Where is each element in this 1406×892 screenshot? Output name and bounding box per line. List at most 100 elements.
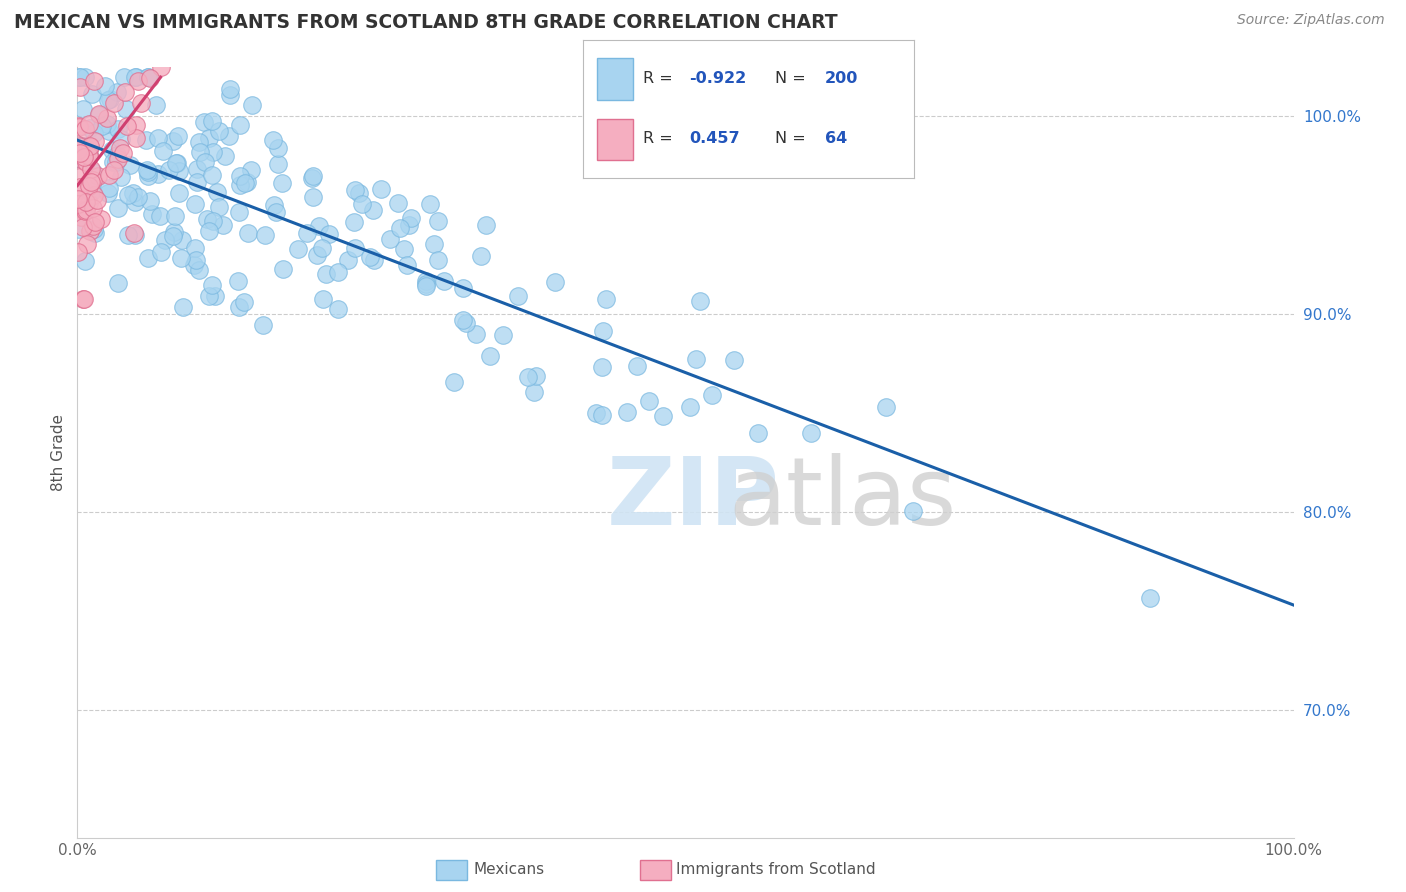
Point bbox=[186, 162, 208, 177]
Point bbox=[80, 87, 103, 101]
Point bbox=[101, 143, 124, 157]
Point bbox=[188, 262, 211, 277]
Bar bbox=[596, 58, 633, 100]
Point bbox=[138, 251, 160, 265]
Point bbox=[73, 203, 96, 218]
Point bbox=[159, 163, 181, 178]
Point bbox=[264, 205, 287, 219]
Point bbox=[72, 292, 94, 306]
Point bbox=[194, 154, 217, 169]
Point bbox=[162, 134, 184, 148]
Point bbox=[228, 178, 250, 193]
Point bbox=[454, 316, 477, 330]
Point bbox=[67, 120, 90, 134]
Point bbox=[312, 292, 335, 306]
Point bbox=[228, 300, 250, 314]
Point bbox=[305, 248, 328, 262]
Point bbox=[479, 349, 502, 363]
Point bbox=[214, 149, 236, 163]
Bar bbox=[596, 119, 633, 161]
Point bbox=[208, 200, 231, 214]
Point bbox=[747, 426, 769, 441]
Point bbox=[172, 233, 194, 247]
Point bbox=[76, 237, 98, 252]
Point bbox=[103, 162, 125, 177]
Point bbox=[136, 70, 159, 84]
Point bbox=[901, 504, 924, 518]
Point bbox=[506, 289, 529, 303]
Point bbox=[110, 169, 132, 184]
Point bbox=[451, 281, 474, 295]
Point bbox=[183, 197, 205, 211]
Point bbox=[198, 130, 221, 145]
Text: N =: N = bbox=[775, 70, 811, 86]
Point bbox=[302, 189, 325, 203]
Point bbox=[136, 165, 159, 179]
Text: Mexicans: Mexicans bbox=[474, 863, 546, 877]
Point bbox=[73, 151, 96, 165]
Y-axis label: 8th Grade: 8th Grade bbox=[51, 414, 66, 491]
Point bbox=[395, 258, 418, 272]
Point bbox=[124, 226, 146, 240]
Point bbox=[229, 169, 252, 183]
Point bbox=[344, 183, 367, 197]
Point bbox=[69, 211, 91, 225]
Point bbox=[415, 277, 437, 291]
Point bbox=[94, 78, 117, 93]
Point bbox=[83, 222, 105, 236]
Point bbox=[207, 186, 229, 200]
Point bbox=[271, 176, 294, 190]
Point bbox=[83, 214, 105, 228]
Point bbox=[197, 211, 219, 226]
Point bbox=[218, 81, 240, 95]
Point bbox=[363, 253, 385, 268]
Point bbox=[69, 80, 91, 95]
Point bbox=[218, 129, 240, 144]
Point bbox=[112, 70, 135, 84]
Point bbox=[235, 175, 257, 189]
Point bbox=[73, 149, 96, 163]
Point bbox=[135, 133, 157, 147]
Point bbox=[77, 179, 100, 194]
Point bbox=[399, 211, 422, 225]
Point bbox=[129, 95, 152, 110]
Point bbox=[343, 214, 366, 228]
Point bbox=[208, 124, 231, 138]
Point bbox=[124, 195, 146, 210]
Point bbox=[148, 131, 170, 145]
Point bbox=[87, 108, 110, 122]
Point bbox=[201, 114, 224, 128]
Point bbox=[167, 163, 190, 178]
Point bbox=[229, 118, 252, 132]
Point bbox=[301, 170, 323, 185]
Point bbox=[198, 289, 221, 303]
Point bbox=[101, 154, 124, 169]
Point bbox=[252, 318, 274, 332]
Point bbox=[82, 201, 104, 215]
Point bbox=[66, 196, 89, 211]
Point bbox=[75, 195, 97, 210]
Point bbox=[240, 162, 263, 177]
Text: atlas: atlas bbox=[728, 453, 956, 545]
Point bbox=[118, 158, 141, 172]
Point bbox=[135, 162, 157, 177]
Point bbox=[97, 168, 120, 182]
Point bbox=[79, 161, 101, 176]
Point bbox=[141, 207, 163, 221]
Point bbox=[152, 144, 174, 158]
Point bbox=[492, 328, 515, 343]
Point bbox=[240, 98, 263, 112]
Point bbox=[464, 326, 486, 341]
Point bbox=[69, 179, 91, 194]
Text: ZIP: ZIP bbox=[606, 453, 779, 545]
Point bbox=[73, 292, 96, 306]
Point bbox=[689, 293, 711, 308]
Point bbox=[433, 274, 456, 288]
Point bbox=[75, 154, 97, 169]
Point bbox=[162, 228, 184, 243]
Point bbox=[115, 119, 138, 133]
Point bbox=[97, 124, 120, 138]
Point bbox=[82, 184, 104, 198]
Point bbox=[77, 117, 100, 131]
Point bbox=[475, 219, 498, 233]
